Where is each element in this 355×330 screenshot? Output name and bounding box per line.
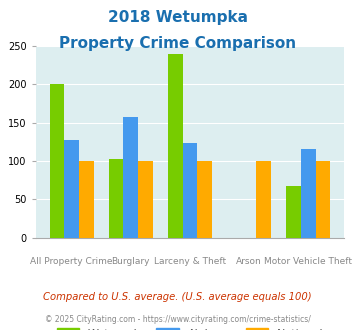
Bar xyxy=(256,161,271,238)
Bar xyxy=(168,54,182,238)
Bar xyxy=(301,149,316,238)
Text: All Property Crime: All Property Crime xyxy=(31,257,113,266)
Text: Arson: Arson xyxy=(236,257,262,266)
Legend: Wetumpka, Alabama, National: Wetumpka, Alabama, National xyxy=(52,323,328,330)
Bar xyxy=(182,143,197,238)
Bar xyxy=(138,161,153,238)
Bar xyxy=(109,159,124,238)
Text: Burglary: Burglary xyxy=(111,257,150,266)
Bar xyxy=(64,140,79,238)
Bar xyxy=(79,161,94,238)
Text: Compared to U.S. average. (U.S. average equals 100): Compared to U.S. average. (U.S. average … xyxy=(43,292,312,302)
Text: Motor Vehicle Theft: Motor Vehicle Theft xyxy=(264,257,352,266)
Text: © 2025 CityRating.com - https://www.cityrating.com/crime-statistics/: © 2025 CityRating.com - https://www.city… xyxy=(45,315,310,324)
Text: Larceny & Theft: Larceny & Theft xyxy=(154,257,226,266)
Bar xyxy=(316,161,330,238)
Text: Property Crime Comparison: Property Crime Comparison xyxy=(59,36,296,51)
Bar xyxy=(50,84,64,238)
Bar xyxy=(197,161,212,238)
Bar xyxy=(286,185,301,238)
Bar xyxy=(124,116,138,238)
Text: 2018 Wetumpka: 2018 Wetumpka xyxy=(108,10,247,25)
